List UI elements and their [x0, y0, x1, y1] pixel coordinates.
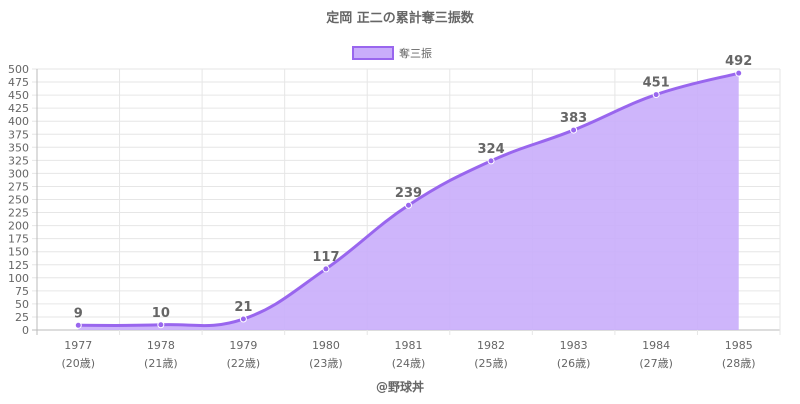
data-point[interactable] [322, 265, 330, 273]
data-label: 9 [74, 306, 83, 321]
legend-swatch [352, 46, 394, 60]
y-tick-label: 200 [8, 220, 29, 233]
x-tick-sublabel: (26歳) [557, 357, 591, 370]
legend-label: 奪三振 [399, 46, 432, 60]
x-tick-label: 1984 [642, 339, 670, 352]
x-tick-label: 1980 [312, 339, 340, 352]
x-tick-sublabel: (20歳) [61, 357, 95, 370]
x-tick-sublabel: (27歳) [639, 357, 673, 370]
chart-title: 定岡 正二の累計奪三振数 [325, 10, 475, 26]
y-tick-label: 0 [22, 324, 29, 337]
data-point[interactable] [652, 91, 660, 99]
x-tick-sublabel: (24歳) [392, 357, 426, 370]
plot-area [74, 69, 743, 331]
y-tick-label: 150 [8, 246, 29, 259]
x-tick-sublabel: (28歳) [722, 357, 756, 370]
data-label: 383 [560, 111, 587, 126]
x-tick-label: 1985 [725, 339, 753, 352]
y-tick-label: 350 [8, 141, 29, 154]
y-tick-label: 100 [8, 272, 29, 285]
x-tick-labels: 1977 (20歳) 1978 (21歳) 1979 (22歳) 1980 (23歳) 1981… [61, 339, 755, 370]
y-tick-label: 175 [8, 233, 29, 246]
x-tick-sublabel: (22歳) [227, 357, 261, 370]
y-tick-label: 475 [8, 76, 29, 89]
data-point[interactable] [570, 126, 578, 134]
data-point[interactable] [74, 321, 82, 329]
x-tick-label: 1978 [147, 339, 175, 352]
y-tick-labels: 0255075100125150175200225250275300325350… [8, 63, 29, 337]
y-tick-label: 325 [8, 154, 29, 167]
x-tick-sublabel: (23歳) [309, 357, 343, 370]
data-point[interactable] [405, 201, 412, 209]
x-tick-sublabel: (21歳) [144, 357, 178, 370]
y-tick-label: 25 [15, 311, 29, 324]
data-point[interactable] [239, 315, 247, 323]
x-tick-label: 1981 [395, 339, 423, 352]
data-label: 239 [395, 186, 422, 201]
data-labels: 9 10 21 117 239 324 383 451 492 [74, 54, 753, 321]
series-area [78, 73, 739, 331]
credit-text: @野球丼 [376, 379, 424, 394]
data-label: 10 [152, 306, 170, 321]
y-tick-label: 425 [8, 102, 29, 115]
x-tick-label: 1979 [229, 339, 257, 352]
data-label: 451 [643, 76, 670, 91]
x-tick-sublabel: (25歳) [474, 357, 508, 370]
y-tick-label: 75 [15, 285, 29, 298]
y-tick-label: 225 [8, 207, 29, 220]
data-label: 492 [725, 54, 752, 69]
y-tick-label: 450 [8, 89, 29, 102]
x-tick-label: 1982 [477, 339, 505, 352]
data-point[interactable] [157, 321, 165, 329]
data-point[interactable] [487, 157, 495, 165]
y-tick-label: 50 [15, 298, 29, 311]
y-tick-label: 375 [8, 128, 29, 141]
x-tick-label: 1983 [560, 339, 588, 352]
data-label: 117 [312, 250, 339, 265]
x-tick-label: 1977 [64, 339, 92, 352]
y-tick-label: 125 [8, 259, 29, 272]
y-tick-label: 250 [8, 194, 29, 207]
data-label: 324 [477, 142, 504, 157]
data-label: 21 [234, 300, 252, 315]
legend: 奪三振 [352, 46, 432, 60]
data-point[interactable] [735, 69, 743, 77]
y-tick-label: 500 [8, 63, 29, 76]
y-tick-label: 275 [8, 180, 29, 193]
y-tick-label: 400 [8, 115, 29, 128]
y-tick-label: 300 [8, 167, 29, 180]
